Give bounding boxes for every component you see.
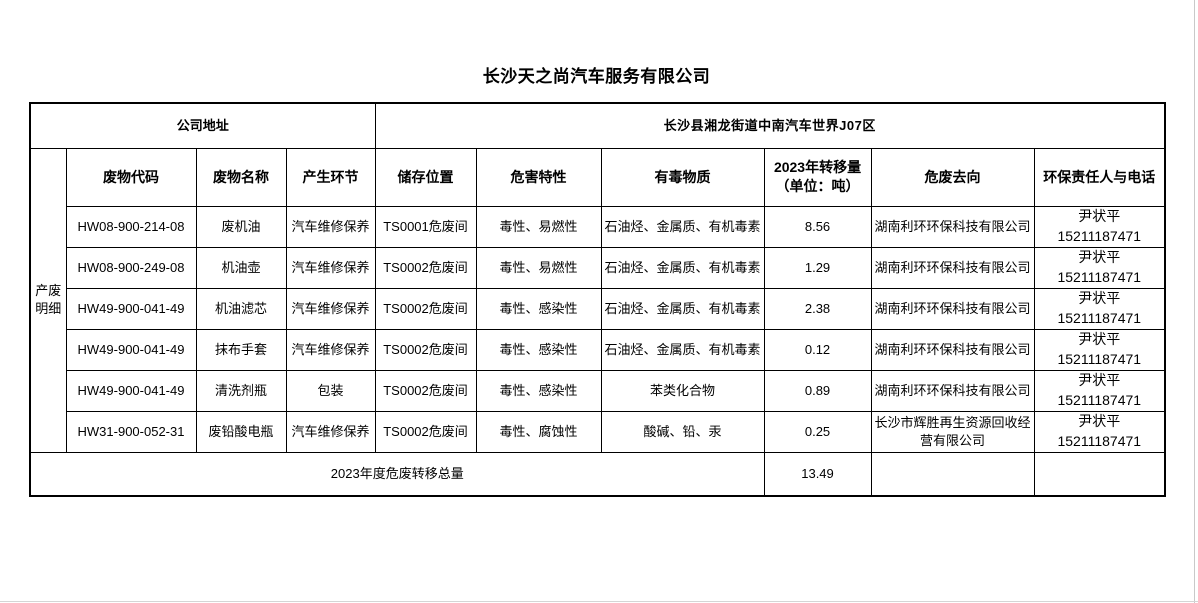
- col-header-contact: 环保责任人与电话: [1033, 147, 1166, 207]
- stage: 包装: [285, 369, 376, 412]
- destination: 湖南利环环保科技有限公司: [870, 328, 1035, 371]
- waste-code: HW08-900-214-08: [65, 205, 197, 248]
- contact-phone: 15211187471: [1057, 391, 1142, 408]
- total-label: 2023年度危废转移总量: [29, 451, 765, 497]
- amount: 8.56: [763, 205, 872, 248]
- contact: 尹状平 15211187471: [1033, 410, 1166, 453]
- storage: TS0002危废间: [374, 410, 477, 453]
- contact-name: 尹状平: [1078, 412, 1121, 429]
- waste-code: HW31-900-052-31: [65, 410, 197, 453]
- amount: 0.12: [763, 328, 872, 371]
- destination: 湖南利环环保科技有限公司: [870, 287, 1035, 330]
- hazardous-waste-table: 公司地址 长沙县湘龙街道中南汽车世界J07区 产废明细 废物代码 废物名称 产生…: [29, 102, 1167, 497]
- waste-code: HW49-900-041-49: [65, 328, 197, 371]
- total-destination-empty: [870, 451, 1035, 497]
- contact: 尹状平 15211187471: [1033, 246, 1166, 289]
- page-title: 长沙天之尚汽车服务有限公司: [482, 67, 711, 86]
- waste-name: 抹布手套: [195, 328, 287, 371]
- contact-phone: 15211187471: [1057, 227, 1142, 244]
- amount: 0.89: [763, 369, 872, 412]
- toxic: 石油烃、金属质、有机毒素: [600, 205, 765, 248]
- stage: 汽车维修保养: [285, 410, 376, 453]
- toxic: 石油烃、金属质、有机毒素: [600, 246, 765, 289]
- hazard: 毒性、感染性: [475, 287, 602, 330]
- contact-name: 尹状平: [1078, 330, 1121, 347]
- hazard: 毒性、易燃性: [475, 205, 602, 248]
- table-row: HW49-900-041-49 机油滤芯 汽车维修保养 TS0002危废间 毒性…: [30, 287, 1166, 330]
- contact: 尹状平 15211187471: [1033, 287, 1166, 330]
- contact: 尹状平 15211187471: [1033, 328, 1166, 371]
- waste-name: 废铅酸电瓶: [195, 410, 287, 453]
- toxic: 酸碱、铅、汞: [600, 410, 765, 453]
- destination: 湖南利环环保科技有限公司: [870, 246, 1035, 289]
- waste-name: 机油壶: [195, 246, 287, 289]
- destination: 湖南利环环保科技有限公司: [870, 369, 1035, 412]
- amount: 0.25: [763, 410, 872, 453]
- waste-name: 清洗剂瓶: [195, 369, 287, 412]
- stage: 汽车维修保养: [285, 328, 376, 371]
- stage: 汽车维修保养: [285, 246, 376, 289]
- table-row: HW49-900-041-49 清洗剂瓶 包装 TS0002危废间 毒性、感染性…: [30, 369, 1166, 412]
- storage: TS0002危废间: [374, 328, 477, 371]
- page-edge-line-right: [1194, 0, 1195, 603]
- company-address-value: 长沙县湘龙街道中南汽车世界J07区: [374, 102, 1166, 149]
- contact-name: 尹状平: [1078, 289, 1121, 306]
- contact-phone: 15211187471: [1057, 268, 1142, 285]
- storage: TS0002危废间: [374, 246, 477, 289]
- table-total-row: 2023年度危废转移总量 13.49: [29, 451, 1166, 497]
- total-contact-empty: [1033, 451, 1166, 497]
- table-row: HW08-900-214-08 废机油 汽车维修保养 TS0001危废间 毒性、…: [30, 205, 1166, 248]
- col-header-storage: 储存位置: [374, 147, 477, 207]
- section-label-vertical: 产废明细: [29, 147, 67, 453]
- waste-code: HW49-900-041-49: [65, 287, 197, 330]
- table-row: HW49-900-041-49 抹布手套 汽车维修保养 TS0002危废间 毒性…: [30, 328, 1166, 371]
- contact: 尹状平 15211187471: [1033, 369, 1166, 412]
- toxic: 石油烃、金属质、有机毒素: [600, 287, 765, 330]
- hazard: 毒性、感染性: [475, 369, 602, 412]
- page-edge-line-bottom: [0, 601, 1198, 602]
- toxic: 石油烃、金属质、有机毒素: [600, 328, 765, 371]
- waste-name: 机油滤芯: [195, 287, 287, 330]
- contact-name: 尹状平: [1078, 207, 1121, 224]
- storage: TS0002危废间: [374, 369, 477, 412]
- hazard: 毒性、腐蚀性: [475, 410, 602, 453]
- waste-code: HW08-900-249-08: [65, 246, 197, 289]
- table-row: HW08-900-249-08 机油壶 汽车维修保养 TS0002危废间 毒性、…: [30, 246, 1166, 289]
- col-header-stage: 产生环节: [285, 147, 376, 207]
- hazard: 毒性、感染性: [475, 328, 602, 371]
- col-header-toxic: 有毒物质: [600, 147, 765, 207]
- storage: TS0002危废间: [374, 287, 477, 330]
- contact-name: 尹状平: [1078, 248, 1121, 265]
- toxic: 苯类化合物: [600, 369, 765, 412]
- col-header-hazard: 危害特性: [475, 147, 602, 207]
- col-header-waste-name: 废物名称: [195, 147, 287, 207]
- total-value: 13.49: [763, 451, 872, 497]
- contact: 尹状平 15211187471: [1033, 205, 1166, 248]
- amount: 1.29: [763, 246, 872, 289]
- amount: 2.38: [763, 287, 872, 330]
- company-address-label: 公司地址: [29, 102, 376, 149]
- contact-name: 尹状平: [1078, 371, 1121, 388]
- table-row: HW31-900-052-31 废铅酸电瓶 汽车维修保养 TS0002危废间 毒…: [30, 410, 1166, 453]
- stage: 汽车维修保养: [285, 205, 376, 248]
- waste-name: 废机油: [195, 205, 287, 248]
- destination: 长沙市辉胜再生资源回收经营有限公司: [870, 410, 1035, 453]
- contact-phone: 15211187471: [1057, 432, 1142, 449]
- col-header-amount: 2023年转移量 （单位：吨）: [763, 147, 872, 207]
- col-header-waste-code: 废物代码: [65, 147, 197, 207]
- stage: 汽车维修保养: [285, 287, 376, 330]
- hazard: 毒性、易燃性: [475, 246, 602, 289]
- storage: TS0001危废间: [374, 205, 477, 248]
- contact-phone: 15211187471: [1057, 309, 1142, 326]
- table-header-row: 产废明细 废物代码 废物名称 产生环节 储存位置 危害特性 有毒物质 2023年…: [29, 147, 1166, 453]
- col-header-destination: 危废去向: [870, 147, 1035, 207]
- contact-phone: 15211187471: [1057, 350, 1142, 367]
- waste-code: HW49-900-041-49: [65, 369, 197, 412]
- destination: 湖南利环环保科技有限公司: [870, 205, 1035, 248]
- company-address-row: 公司地址 长沙县湘龙街道中南汽车世界J07区: [29, 102, 1166, 149]
